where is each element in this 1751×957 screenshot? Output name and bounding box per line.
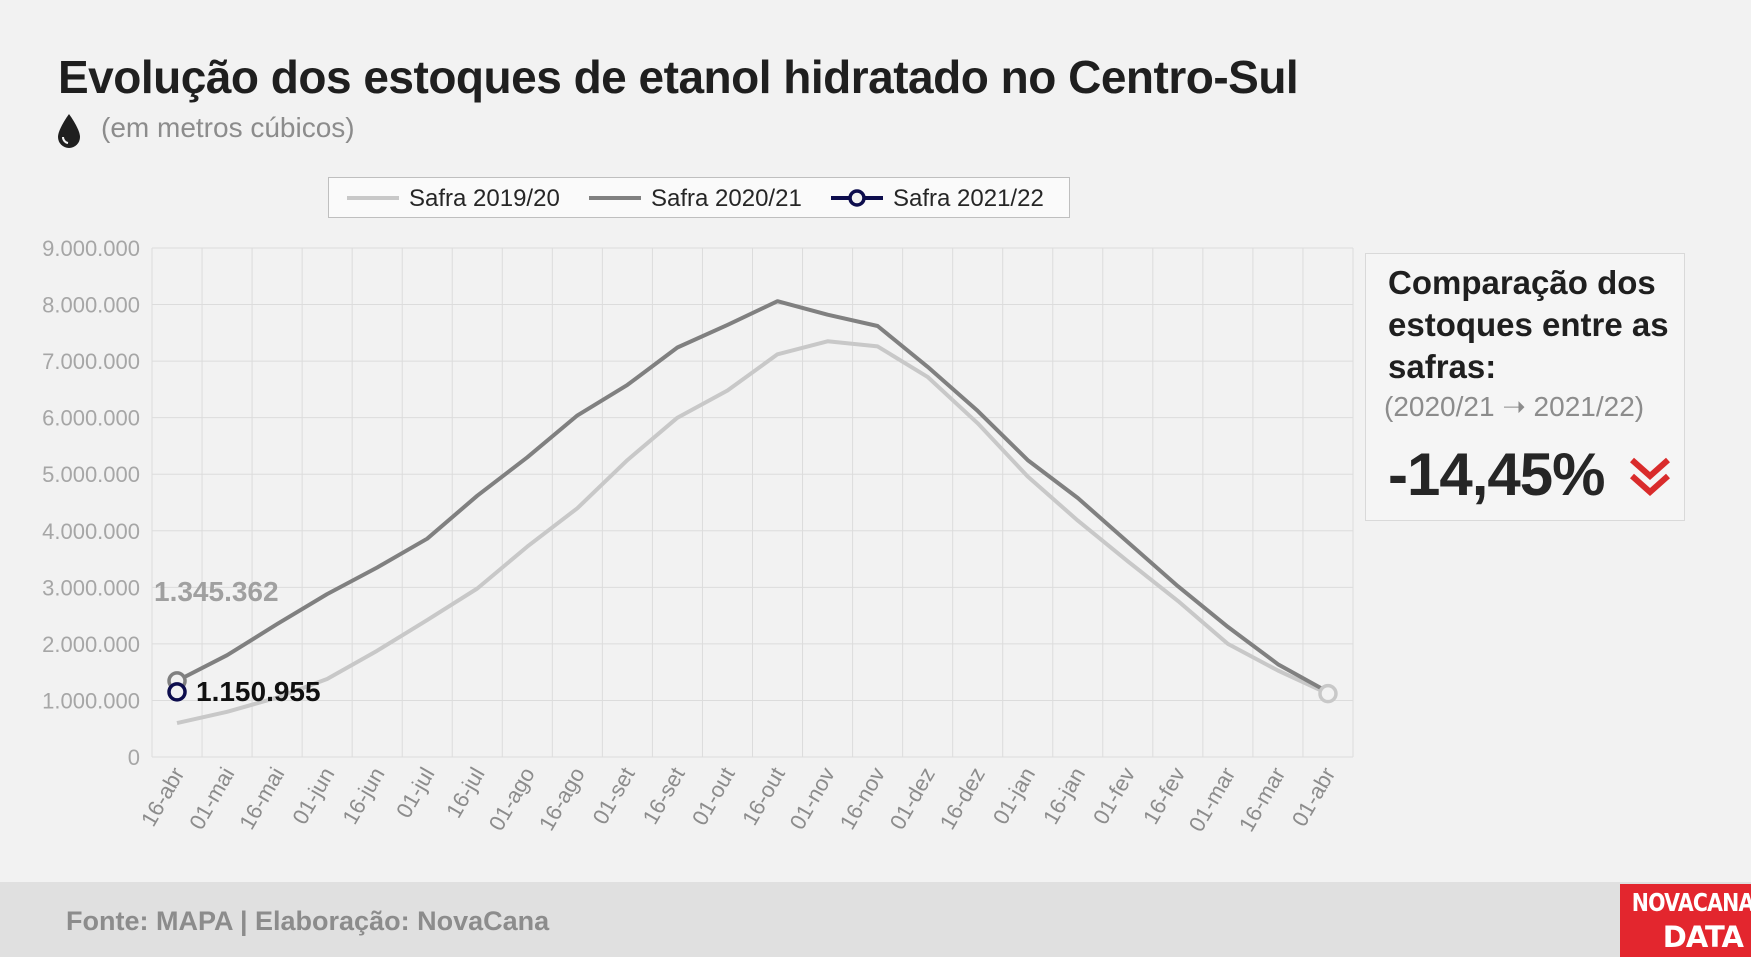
logo-line2: DATA (1662, 920, 1744, 954)
y-tick-label: 2.000.000 (42, 632, 140, 657)
x-tick-label: 01-jan (988, 763, 1040, 828)
y-tick-label: 1.000.000 (42, 688, 140, 713)
x-tick-label: 16-fev (1138, 763, 1190, 828)
chart-subtitle: (em metros cúbicos) (101, 112, 355, 143)
x-tick-label: 01-fev (1088, 763, 1140, 828)
chart-legend: Safra 2019/20 Safra 2020/21 Safra 2021/2… (328, 177, 1070, 218)
logo-line1: NOVACANA (1631, 888, 1751, 917)
annotation-safra-2020-21-start: 1.345.362 (154, 576, 279, 607)
x-tick-label: 16-mai (234, 763, 289, 834)
y-tick-label: 5.000.000 (42, 462, 140, 487)
y-tick-label: 8.000.000 (42, 293, 140, 318)
series-line-0 (176, 339, 1329, 726)
y-tick-label: 0 (128, 745, 140, 770)
marker-safra-2019-20-end (1318, 683, 1338, 704)
x-tick-label: 16-jul (441, 763, 490, 822)
series-markers (167, 671, 1338, 704)
legend-label-safra-2021-22: Safra 2021/22 (893, 185, 1044, 212)
x-tick-label: 16-dez (935, 763, 990, 834)
grid-lines (151, 247, 1354, 758)
x-tick-label: 01-jul (391, 763, 440, 822)
footer: Fonte: MAPA | Elaboração: NovaCana (0, 882, 1751, 957)
x-tick-label: 16-jan (1038, 763, 1090, 828)
x-tick-label: 16-set (638, 763, 690, 828)
x-tick-label: 01-ago (484, 763, 540, 835)
x-tick-label: 16-mar (1234, 763, 1290, 836)
x-tick-label: 16-out (737, 763, 790, 830)
x-tick-label: 01-jun (287, 763, 339, 828)
axes: 0 1.000.000 2.000.000 3.000.000 4.000.000 5.0… (42, 236, 1340, 836)
marker-safra-2021-22 (167, 682, 187, 702)
x-tick-label: 01-abr (1287, 763, 1340, 831)
series-lines (176, 299, 1329, 726)
annotation-safra-2021-22-start: 1.150.955 (196, 676, 321, 707)
y-tick-label: 4.000.000 (42, 519, 140, 544)
x-tick-label: 16-abr (136, 763, 189, 831)
chart-title: Evolução dos estoques de etanol hidratad… (58, 51, 1299, 103)
y-tick-label: 6.000.000 (42, 406, 140, 431)
x-tick-label: 01-set (587, 763, 639, 828)
y-tick-label: 9.000.000 (42, 236, 140, 261)
comparison-period: (2020/21 ➝ 2021/22) (1384, 391, 1645, 422)
x-tick-label: 16-nov (835, 763, 890, 834)
double-chevron-down-icon (1630, 457, 1670, 497)
novacana-data-logo: NOVACANA DATA (1620, 884, 1751, 957)
water-drop-icon (58, 114, 80, 148)
x-tick-label: 01-mai (184, 763, 239, 834)
legend-label-safra-2020-21: Safra 2020/21 (651, 185, 802, 212)
comparison-box: Comparação dos estoques entre as safras:… (1365, 253, 1685, 521)
source-credit: Fonte: MAPA | Elaboração: NovaCana (66, 906, 550, 936)
y-tick-label: 3.000.000 (42, 575, 140, 600)
y-tick-label: 7.000.000 (42, 349, 140, 374)
x-tick-label: 01-dez (885, 763, 940, 834)
legend-swatch-safra-2021-22 (831, 189, 883, 207)
legend-swatch-safra-2020-21 (589, 196, 641, 200)
x-tick-label: 01-nov (785, 763, 840, 834)
comparison-value: -14,45% (1388, 441, 1605, 508)
comparison-title: Comparação dos estoques entre as safras: (1388, 264, 1669, 385)
series-line-1 (176, 299, 1329, 694)
legend-label-safra-2019-20: Safra 2019/20 (409, 185, 560, 212)
x-tick-label: 16-jun (337, 763, 389, 828)
x-tick-label: 01-mar (1184, 763, 1240, 836)
legend-swatch-safra-2019-20 (347, 196, 399, 200)
x-tick-label: 01-out (687, 763, 740, 830)
x-tick-label: 16-ago (534, 763, 590, 835)
